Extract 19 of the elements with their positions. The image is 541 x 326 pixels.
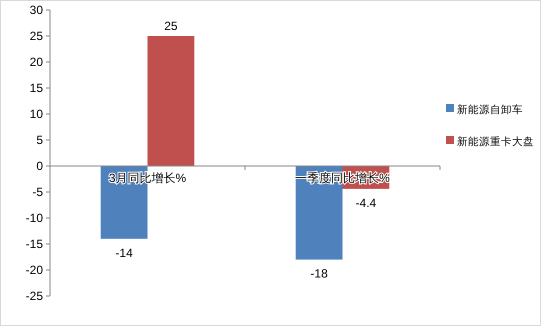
y-tick-label: -5 bbox=[32, 185, 44, 200]
y-tick-label: 15 bbox=[30, 81, 44, 96]
x-tick-label: 一季度同比增长% bbox=[295, 171, 390, 185]
legend-label: 新能源重卡大盘 bbox=[457, 135, 534, 148]
legend-label: 新能源自卸车 bbox=[457, 103, 523, 116]
data-label: 25 bbox=[164, 19, 178, 33]
y-tick-label: -10 bbox=[26, 211, 44, 226]
y-tick-label: 30 bbox=[30, 3, 44, 18]
y-tick-label: 5 bbox=[36, 133, 44, 148]
y-tick-label: 0 bbox=[36, 159, 44, 174]
y-tick-label: -20 bbox=[26, 263, 44, 278]
data-label: -14 bbox=[115, 246, 134, 260]
y-tick-label: 25 bbox=[30, 29, 44, 44]
y-tick-label: 20 bbox=[30, 55, 44, 70]
y-tick-label: -25 bbox=[26, 289, 44, 304]
y-tick-label: -15 bbox=[26, 237, 44, 252]
y-tick-label: 10 bbox=[30, 107, 44, 122]
data-label: -18 bbox=[310, 266, 328, 281]
data-label: -4.4 bbox=[356, 196, 377, 210]
